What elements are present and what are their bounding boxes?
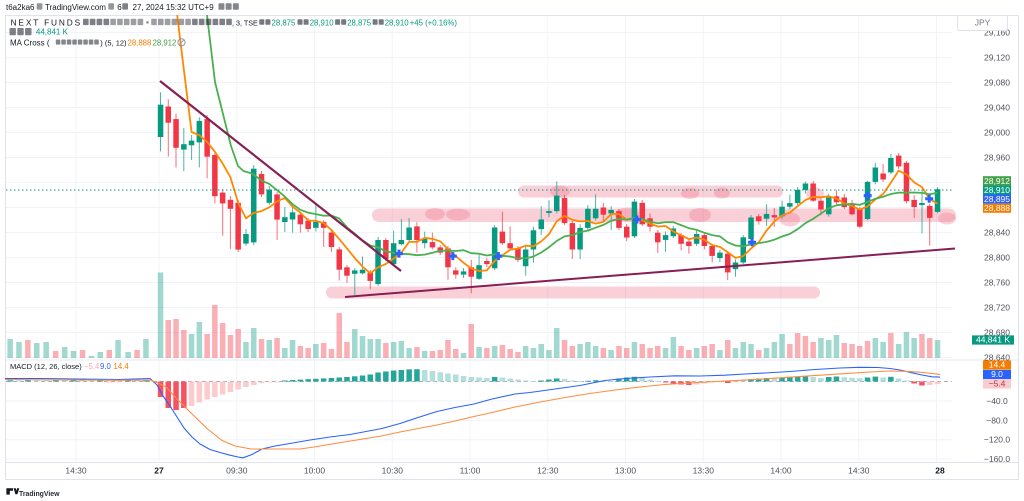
- svg-text:29,040: 29,040: [984, 103, 1010, 113]
- svg-text:29,080: 29,080: [984, 78, 1010, 88]
- svg-text:28,800: 28,800: [984, 253, 1010, 263]
- svg-text:9.0: 9.0: [991, 369, 1003, 379]
- svg-text:13:00: 13:00: [615, 466, 637, 476]
- svg-text:28,910: 28,910: [385, 18, 410, 27]
- svg-text:28,875: 28,875: [347, 18, 372, 27]
- svg-text:−160.0: −160.0: [984, 454, 1011, 464]
- svg-text:+45 (+0.16%): +45 (+0.16%): [410, 18, 458, 27]
- svg-text:28,912: 28,912: [984, 176, 1010, 186]
- svg-text:28,840: 28,840: [984, 228, 1010, 238]
- svg-text:6: 6: [117, 3, 122, 12]
- svg-text:10:30: 10:30: [382, 466, 404, 476]
- svg-text:28,888: 28,888: [128, 38, 152, 47]
- svg-text:11:00: 11:00: [460, 466, 481, 476]
- svg-text:28,680: 28,680: [984, 328, 1010, 338]
- svg-text:12:30: 12:30: [537, 466, 559, 476]
- svg-text:−120.0: −120.0: [984, 435, 1011, 445]
- svg-text:−5.4: −5.4: [84, 362, 100, 371]
- svg-text:28,895: 28,895: [984, 194, 1010, 204]
- svg-text:, 3, TSE: , 3, TSE: [232, 18, 258, 27]
- svg-text:28,888: 28,888: [984, 203, 1010, 213]
- svg-text:28,912: 28,912: [153, 38, 177, 47]
- svg-text:−80.0: −80.0: [986, 415, 1008, 425]
- svg-text:28,640: 28,640: [984, 353, 1010, 363]
- svg-text:28,910: 28,910: [984, 185, 1010, 195]
- svg-text:NEXT FUNDS: NEXT FUNDS: [11, 17, 82, 27]
- svg-text:27, 2024 15:32 UTC+9: 27, 2024 15:32 UTC+9: [133, 3, 215, 12]
- svg-text:10:00: 10:00: [304, 466, 326, 476]
- svg-text:28,720: 28,720: [984, 303, 1010, 313]
- svg-text:t6a2ka6: t6a2ka6: [6, 3, 35, 12]
- svg-text:−5.4: −5.4: [989, 378, 1006, 388]
- svg-text:−40.0: −40.0: [986, 396, 1008, 406]
- svg-text:14:00: 14:00: [770, 466, 792, 476]
- svg-text:28,760: 28,760: [984, 278, 1010, 288]
- svg-text:14.4: 14.4: [114, 362, 130, 371]
- svg-text:14:30: 14:30: [65, 466, 87, 476]
- svg-text:JPY: JPY: [975, 18, 991, 28]
- svg-text:28,960: 28,960: [984, 153, 1010, 163]
- svg-text:) (5, 12): ) (5, 12): [100, 38, 127, 47]
- svg-text:44,841 K: 44,841 K: [36, 27, 69, 36]
- svg-text:28: 28: [935, 466, 945, 476]
- svg-text:MACD (12, 26, close): MACD (12, 26, close): [10, 362, 82, 371]
- svg-text:14:30: 14:30: [848, 466, 870, 476]
- svg-text:44,841 K: 44,841 K: [976, 334, 1010, 344]
- svg-text:TradingView: TradingView: [19, 491, 60, 498]
- svg-text:9.0: 9.0: [100, 362, 112, 371]
- svg-text:14.4: 14.4: [989, 359, 1006, 369]
- svg-text:27: 27: [154, 466, 164, 476]
- svg-text:28,910: 28,910: [310, 18, 335, 27]
- svg-text:29,000: 29,000: [984, 128, 1010, 138]
- svg-text:28,875: 28,875: [272, 18, 297, 27]
- svg-text:29,120: 29,120: [984, 53, 1010, 63]
- svg-text:13:30: 13:30: [693, 466, 715, 476]
- svg-text:09:30: 09:30: [226, 466, 248, 476]
- svg-text:TradingView.com: TradingView.com: [45, 3, 106, 12]
- svg-text:29,160: 29,160: [984, 28, 1010, 38]
- svg-text:MA Cross (: MA Cross (: [10, 38, 50, 47]
